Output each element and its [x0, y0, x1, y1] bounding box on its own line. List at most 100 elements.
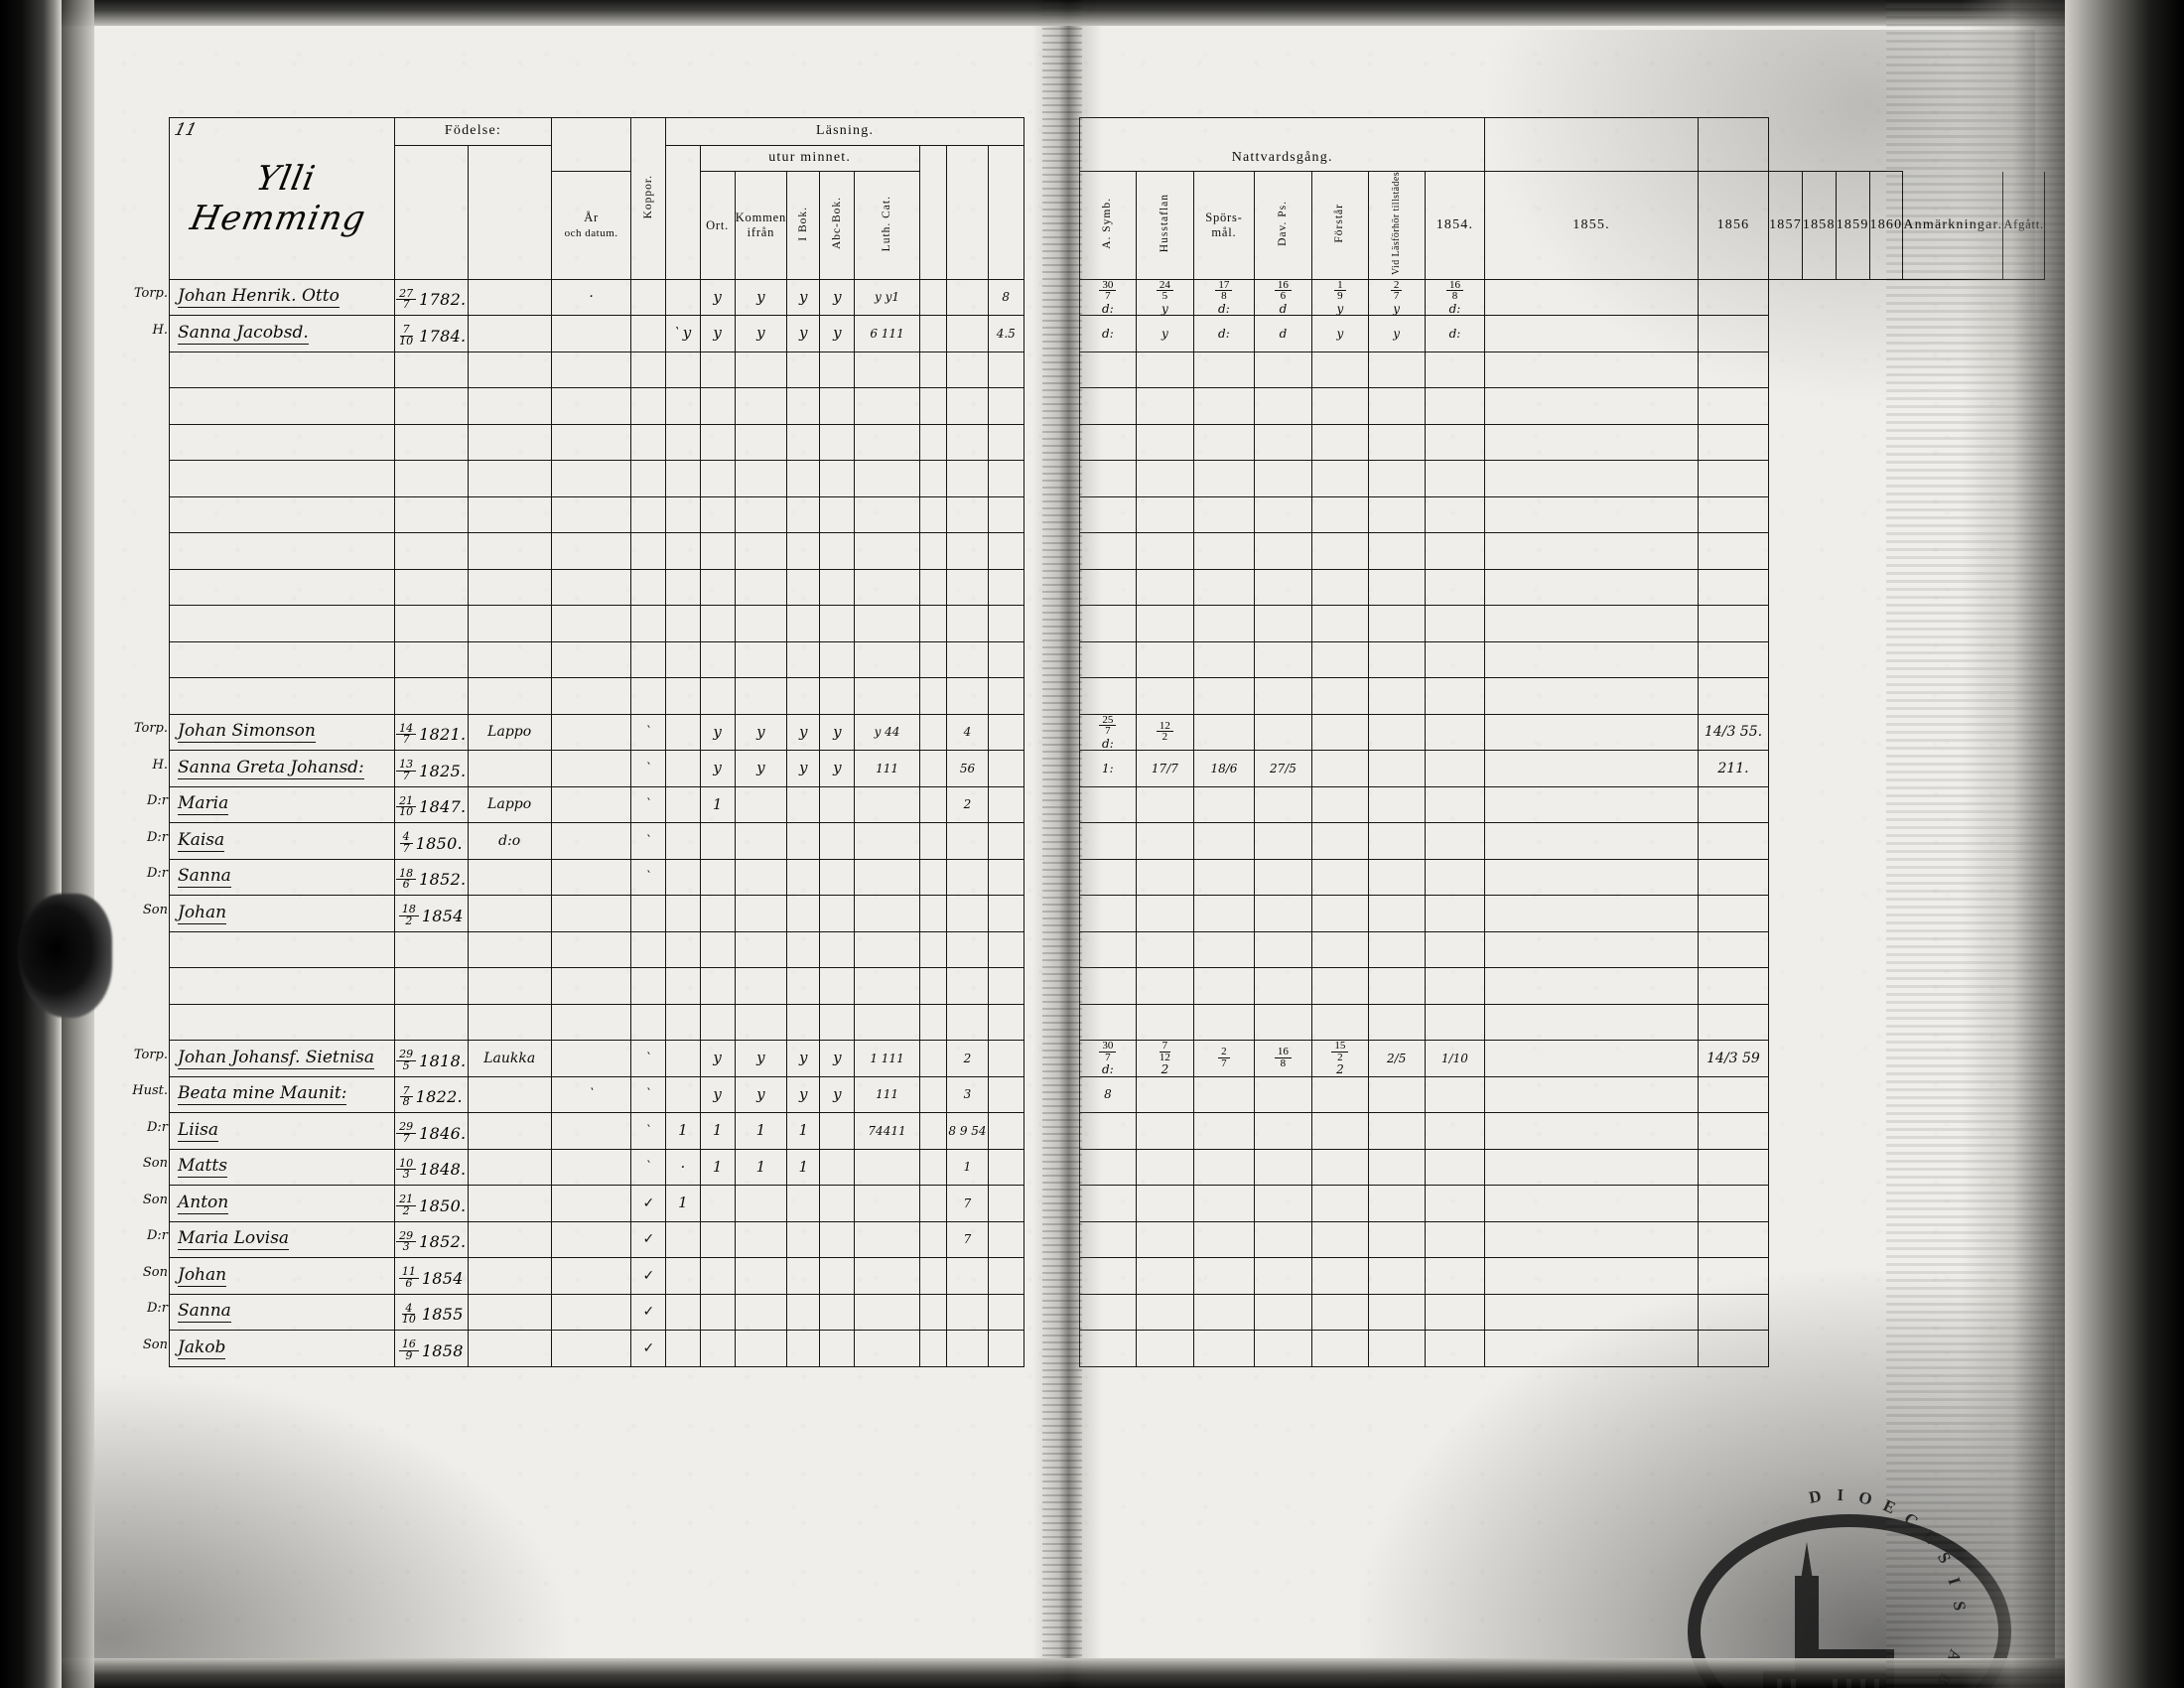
- cell-communion[interactable]: [1253, 1220, 1313, 1259]
- cell-departed[interactable]: 211.: [1697, 750, 1770, 787]
- cell-communion[interactable]: [1424, 387, 1486, 425]
- cell-communion[interactable]: [1193, 785, 1255, 824]
- cell-forstar[interactable]: [946, 858, 989, 897]
- cell-communion[interactable]: [1193, 1075, 1255, 1114]
- cell-luth-cat[interactable]: [734, 1293, 788, 1332]
- cell-communion[interactable]: [1424, 568, 1486, 607]
- cell-empty[interactable]: [734, 605, 788, 642]
- cell-abc[interactable]: 1: [699, 1148, 736, 1187]
- cell-notes[interactable]: [1484, 387, 1699, 425]
- cell-communion[interactable]: [1424, 1003, 1486, 1042]
- table-row[interactable]: Torp. Johan Johansf. Sietnisa 29 5 1818. Lauk…: [134, 1040, 2045, 1077]
- cell-empty[interactable]: [918, 677, 948, 715]
- cell-empty[interactable]: [854, 605, 920, 642]
- cell-empty[interactable]: [394, 677, 469, 715]
- cell-communion[interactable]: [1311, 387, 1369, 425]
- cell-birth-date[interactable]: 29 7 1846.: [394, 1112, 469, 1150]
- cell-sporsmal[interactable]: [854, 1330, 920, 1367]
- cell-communion[interactable]: [1253, 822, 1313, 860]
- cell-empty[interactable]: [699, 460, 736, 497]
- cell-came-from[interactable]: [550, 1040, 632, 1077]
- cell-empty[interactable]: [630, 605, 667, 642]
- cell-communion[interactable]: [1253, 858, 1313, 897]
- table-row[interactable]: Torp. Johan Henrik. Otto 27 7 1782. · y y y y y y1…: [134, 278, 2045, 317]
- cell-communion[interactable]: [1311, 858, 1369, 897]
- cell-communion[interactable]: [1193, 605, 1255, 642]
- cell-empty[interactable]: [550, 568, 632, 607]
- cell-communion[interactable]: [1193, 1003, 1255, 1042]
- cell-empty[interactable]: [699, 351, 736, 389]
- cell-empty[interactable]: [987, 387, 1024, 425]
- cell-communion[interactable]: [1135, 460, 1195, 497]
- cell-empty[interactable]: [665, 677, 701, 715]
- cell-communion[interactable]: [1135, 1148, 1195, 1187]
- cell-communion[interactable]: [1135, 1185, 1195, 1222]
- cell-departed[interactable]: [1697, 605, 1770, 642]
- cell-empty[interactable]: [854, 568, 920, 607]
- cell-birth-place[interactable]: [467, 1330, 552, 1367]
- cell-empty[interactable]: [467, 495, 552, 534]
- cell-communion[interactable]: [1253, 677, 1313, 715]
- cell-communion[interactable]: [1367, 1220, 1426, 1259]
- cell-empty[interactable]: [734, 967, 788, 1005]
- cell-empty[interactable]: [918, 930, 948, 969]
- table-row[interactable]: D:r Liisa 29 7 1846. ‵ 1 1 1 1 74411 8 9 54: [147, 1112, 2045, 1150]
- cell-empty[interactable]: [734, 423, 788, 462]
- cell-dav-ps[interactable]: [918, 750, 948, 787]
- cell-communion[interactable]: [1311, 640, 1369, 679]
- cell-notes[interactable]: [1484, 930, 1699, 969]
- cell-came-from[interactable]: [550, 1293, 632, 1332]
- cell-notes[interactable]: [1484, 822, 1699, 860]
- cell-name[interactable]: D:r Maria: [147, 785, 396, 824]
- cell-a-symb[interactable]: y: [786, 278, 821, 317]
- cell-departed[interactable]: [1697, 1112, 1770, 1150]
- cell-communion[interactable]: [1135, 568, 1195, 607]
- cell-a-symb[interactable]: [786, 1293, 821, 1332]
- cell-communion[interactable]: [1367, 460, 1426, 497]
- cell-book[interactable]: ·: [665, 1148, 701, 1187]
- cell-departed[interactable]: [1697, 495, 1770, 534]
- cell-communion[interactable]: 16 6 d: [1253, 278, 1313, 317]
- cell-husstaflan[interactable]: [819, 1148, 856, 1187]
- cell-communion[interactable]: [1253, 495, 1313, 534]
- table-row[interactable]: D:r Sanna 18 6 1852. ‵: [147, 858, 2045, 897]
- cell-a-symb[interactable]: y: [786, 1075, 821, 1114]
- cell-book[interactable]: [665, 713, 701, 752]
- cell-empty[interactable]: [734, 495, 788, 534]
- cell-abc[interactable]: y: [699, 1075, 736, 1114]
- cell-communion[interactable]: [1135, 1293, 1195, 1332]
- cell-empty[interactable]: [467, 640, 552, 679]
- cell-empty[interactable]: [987, 1003, 1024, 1042]
- cell-departed[interactable]: [1697, 895, 1770, 932]
- table-row[interactable]: Son Johan 11 6 1854 ✓: [143, 1257, 2045, 1295]
- cell-luth-cat[interactable]: y: [734, 750, 788, 787]
- cell-birth-date[interactable]: 27 7 1782.: [394, 278, 469, 317]
- cell-a-symb[interactable]: y: [786, 315, 821, 352]
- cell-abc[interactable]: [699, 1257, 736, 1295]
- cell-empty[interactable]: [786, 930, 821, 969]
- cell-empty[interactable]: [699, 387, 736, 425]
- cell-communion[interactable]: [1367, 1185, 1426, 1222]
- cell-empty[interactable]: [918, 605, 948, 642]
- cell-empty[interactable]: [786, 495, 821, 534]
- cell-empty[interactable]: [550, 967, 632, 1005]
- cell-empty[interactable]: [665, 460, 701, 497]
- cell-birth-date[interactable]: 29 3 1852.: [394, 1220, 469, 1259]
- cell-came-from[interactable]: [550, 1148, 632, 1187]
- cell-empty[interactable]: [819, 495, 856, 534]
- cell-empty[interactable]: [946, 387, 989, 425]
- cell-name[interactable]: [168, 387, 396, 425]
- cell-attendance[interactable]: [987, 713, 1024, 752]
- cell-empty[interactable]: [630, 568, 667, 607]
- cell-forstar[interactable]: 2: [946, 1040, 989, 1077]
- cell-name[interactable]: Son Johan: [143, 1257, 396, 1295]
- cell-forstar[interactable]: 4: [946, 713, 989, 752]
- cell-notes[interactable]: [1484, 785, 1699, 824]
- cell-sporsmal[interactable]: 1 111: [854, 1040, 920, 1077]
- cell-smallpox[interactable]: ‵: [630, 1112, 667, 1150]
- cell-communion[interactable]: [1311, 568, 1369, 607]
- cell-a-symb[interactable]: [786, 1330, 821, 1367]
- cell-husstaflan[interactable]: [819, 1220, 856, 1259]
- cell-communion[interactable]: [1311, 1148, 1369, 1187]
- cell-communion[interactable]: [1135, 1220, 1195, 1259]
